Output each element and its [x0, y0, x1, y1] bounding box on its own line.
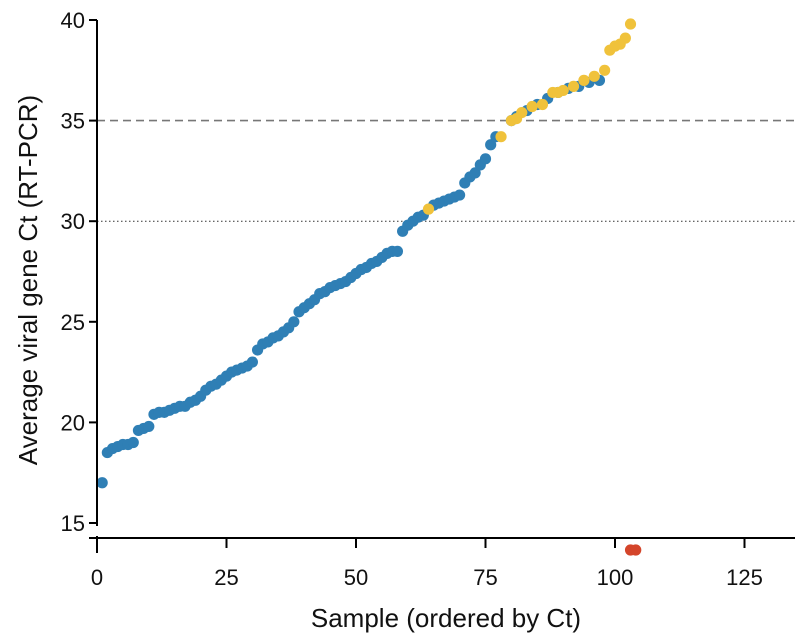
data-point-red-104 — [630, 544, 642, 556]
data-point-yellow-103 — [624, 18, 637, 30]
x-tick-label-0: 0 — [91, 565, 103, 590]
y-axis-label: Average viral gene Ct (RT-PCR) — [13, 95, 43, 465]
data-point-yellow-102 — [619, 32, 631, 44]
x-tick-label-50: 50 — [344, 565, 368, 590]
data-point-yellow-94 — [578, 74, 590, 86]
data-point-yellow-82 — [516, 106, 528, 119]
data-point-yellow-90 — [557, 84, 569, 97]
data-point-yellow-96 — [588, 70, 600, 82]
data-point-blue-58 — [391, 245, 404, 257]
x-tick-label-75: 75 — [473, 565, 497, 590]
data-point-yellow-98 — [599, 64, 611, 76]
y-tick-label-15: 15 — [61, 511, 85, 536]
data-point-blue-38 — [288, 316, 300, 328]
y-tick-label-25: 25 — [61, 310, 85, 335]
data-point-blue-1 — [96, 477, 108, 489]
data-point-blue-7 — [127, 436, 139, 449]
y-tick-label-30: 30 — [61, 209, 85, 234]
y-tick-label-35: 35 — [61, 109, 85, 134]
data-point-blue-73 — [469, 167, 481, 179]
x-tick-label-100: 100 — [597, 565, 634, 590]
x-tick-label-125: 125 — [726, 565, 763, 590]
data-point-yellow-84 — [526, 100, 538, 113]
data-point-blue-70 — [454, 189, 466, 201]
data-point-yellow-78 — [495, 131, 507, 143]
y-tick-label-20: 20 — [61, 410, 85, 435]
y-tick-label-40: 40 — [61, 8, 85, 33]
axes: 15 20 25 30 35 40 0 25 50 75 100 125 — [61, 8, 795, 590]
data-point-blue-30 — [246, 356, 258, 368]
data-point-blue-75 — [479, 153, 492, 165]
data-point-yellow-64 — [422, 203, 435, 215]
plot-area — [96, 18, 795, 556]
data-point-yellow-86 — [536, 98, 549, 111]
data-point-blue-76 — [485, 139, 497, 151]
data-point-blue-10 — [143, 420, 155, 433]
data-point-yellow-92 — [567, 80, 580, 92]
x-axis-label: Sample (ordered by Ct) — [311, 603, 581, 633]
x-tick-label-25: 25 — [214, 565, 238, 590]
